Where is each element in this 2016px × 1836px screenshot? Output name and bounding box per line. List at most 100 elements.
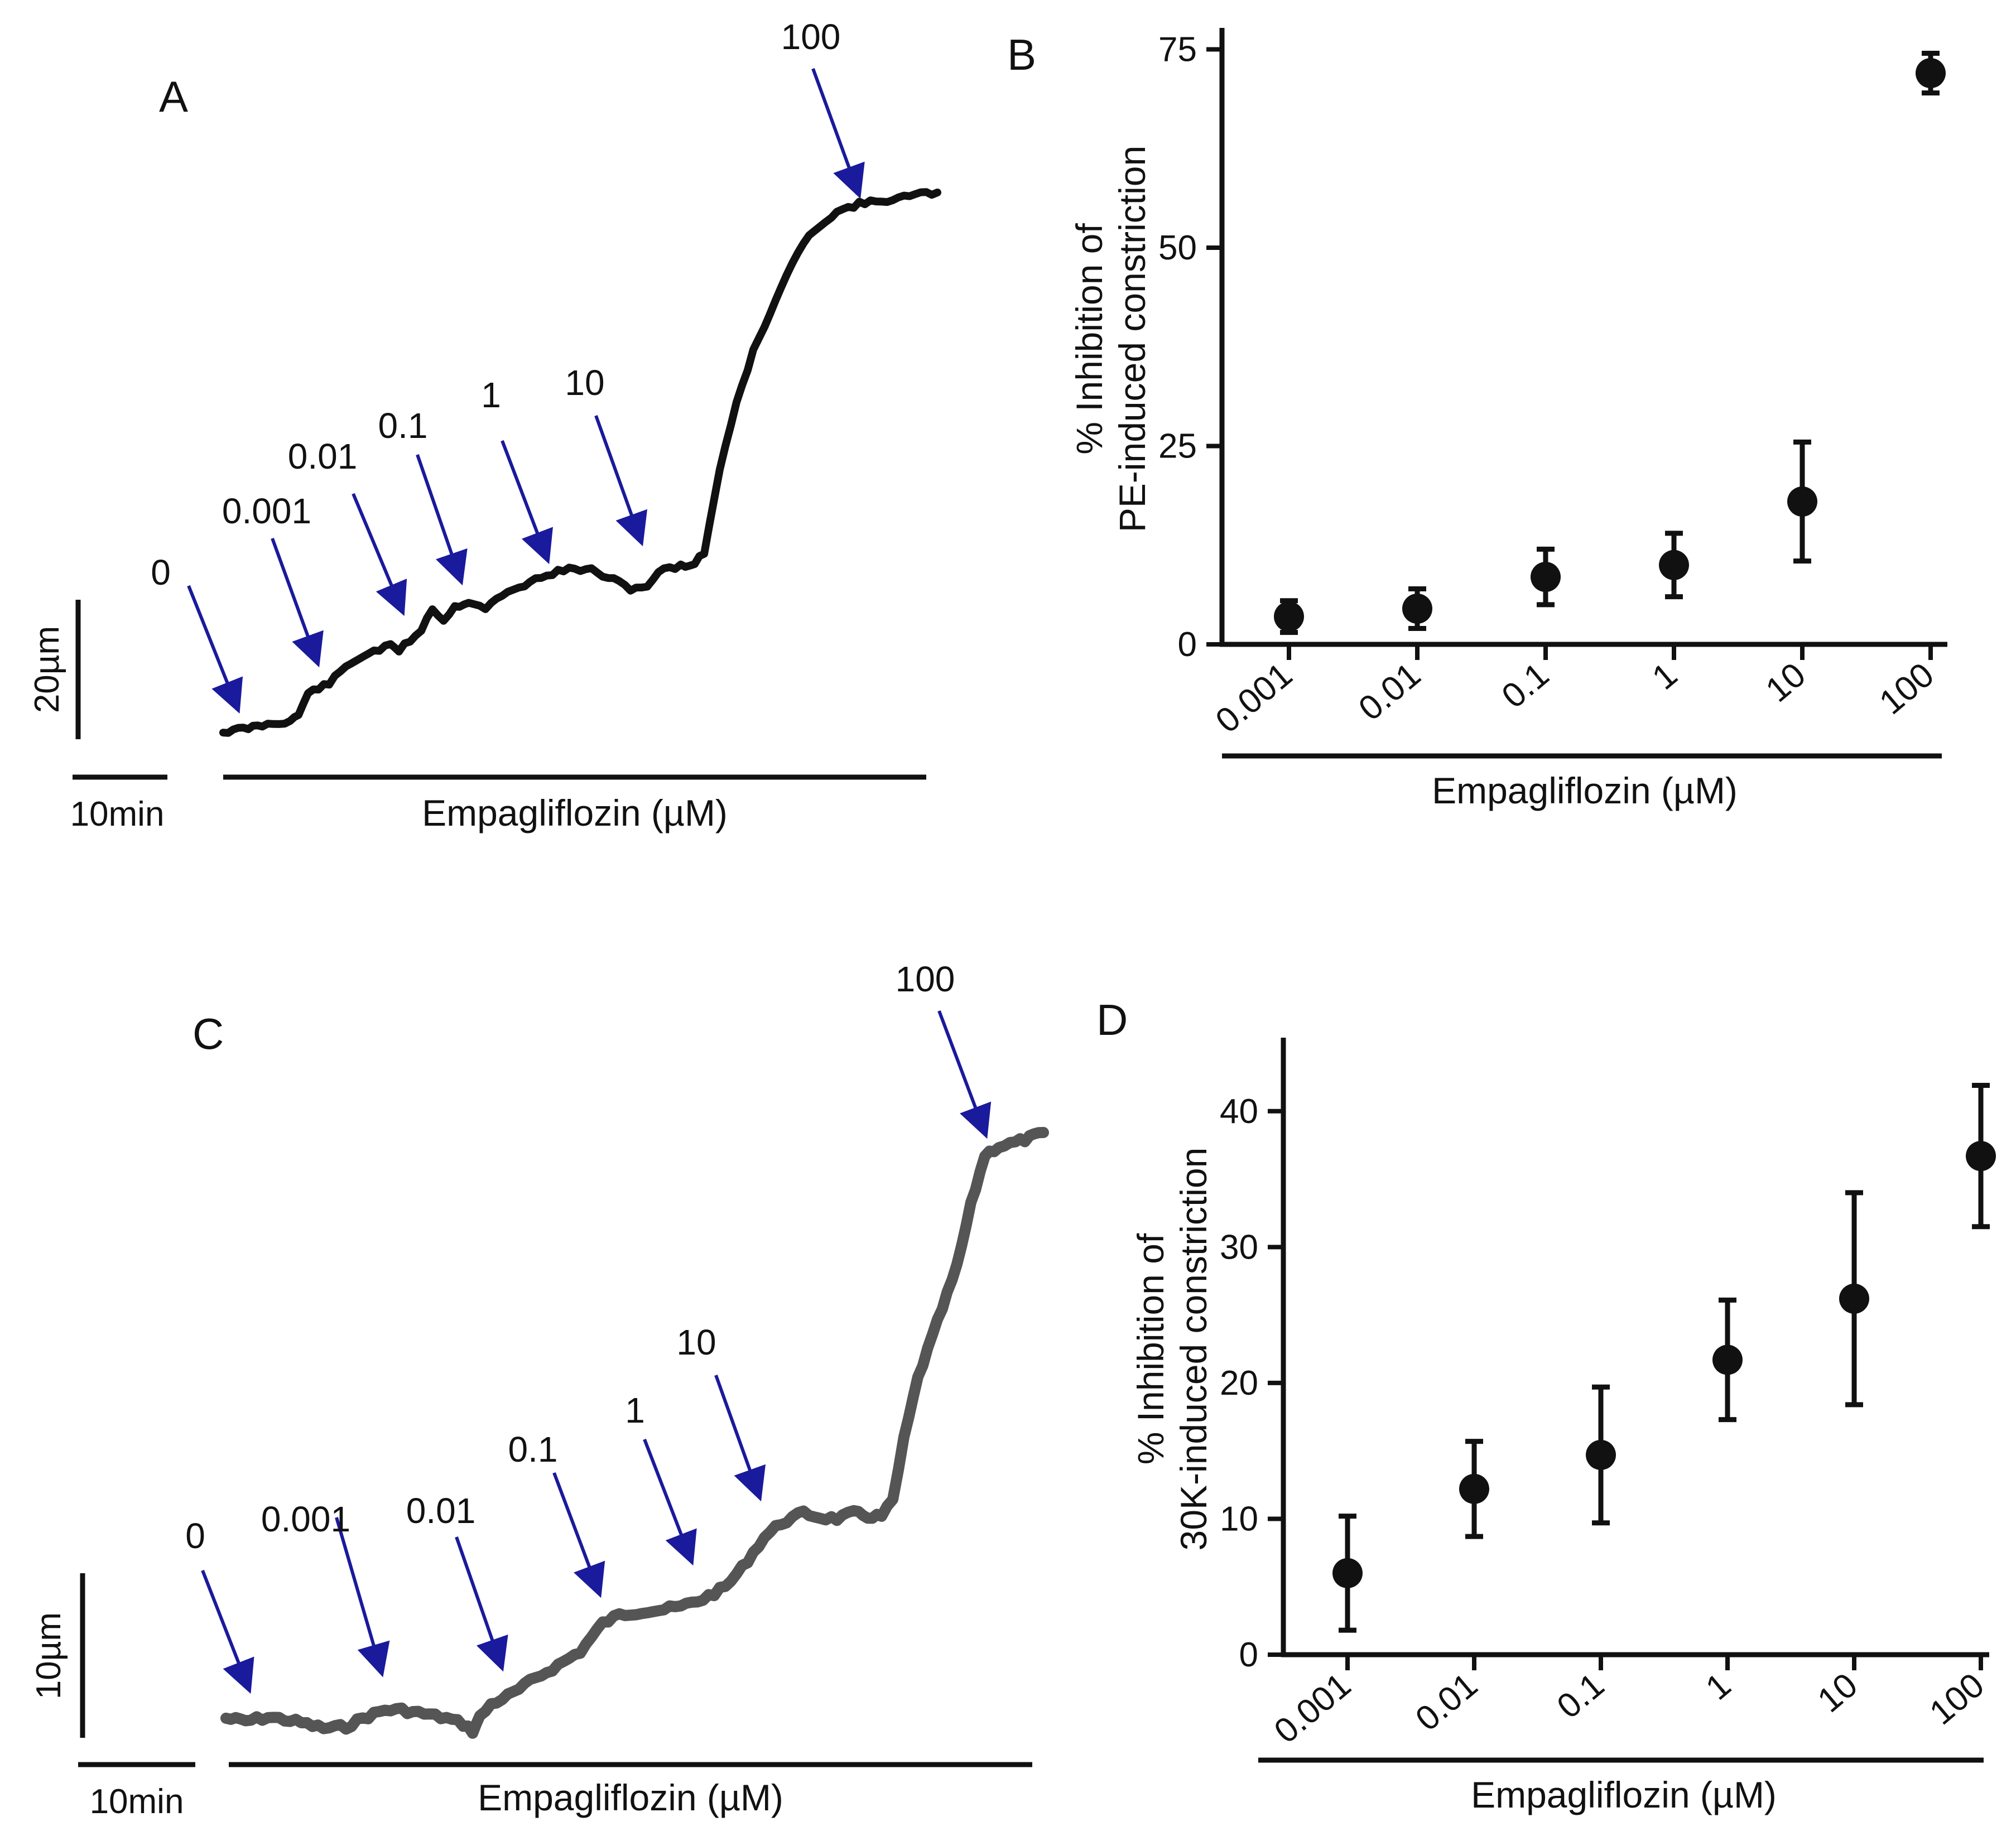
a-arrow-line-1 — [271, 537, 324, 668]
a-conc-label-3: 0.1 — [378, 406, 428, 446]
c-arrow-line-6 — [937, 1010, 992, 1139]
b-data-point — [1659, 550, 1689, 580]
panel-a-label: A — [159, 72, 188, 121]
d-y-tick-label: 30 — [1220, 1228, 1258, 1266]
d-data-point — [1839, 1283, 1869, 1314]
d-x-tick-label: 100 — [1922, 1666, 1991, 1732]
b-data-point — [1531, 562, 1561, 592]
a-arrow-line-5 — [594, 415, 648, 547]
a-conc-label-1: 0.001 — [222, 491, 311, 531]
a-arrow-2: 0.01 — [288, 436, 407, 616]
c-conc-label-5: 10 — [676, 1322, 716, 1362]
c-conc-label-2: 0.01 — [406, 1491, 476, 1531]
d-x-tick-label: 0.01 — [1408, 1666, 1485, 1738]
arrows-a: 0 0.001 0.01 0.1 1 10 100 — [151, 17, 865, 714]
d-y-tick-label: 40 — [1220, 1092, 1258, 1131]
b-data-point — [1787, 486, 1817, 517]
d-data-point — [1966, 1141, 1996, 1172]
a-arrow-4: 1 — [481, 375, 553, 565]
a-conc-label-2: 0.01 — [288, 436, 358, 476]
a-conc-label-6: 100 — [781, 17, 841, 57]
b-y-tick-label: 25 — [1158, 427, 1197, 465]
a-conc-label-0: 0 — [151, 552, 171, 592]
b-x-tick-label: 10 — [1759, 656, 1813, 710]
c-arrow-4: 1 — [625, 1390, 697, 1566]
panel-c-label: C — [193, 1009, 224, 1058]
c-arrow-6: 100 — [896, 959, 992, 1139]
d-x-tick-label: 0.1 — [1550, 1666, 1611, 1726]
a-arrow-line-4 — [501, 440, 553, 565]
d-y-tick-label: 10 — [1220, 1500, 1258, 1538]
d-data-point — [1586, 1439, 1616, 1470]
c-conc-label-0: 0 — [185, 1516, 205, 1556]
a-arrow-line-3 — [416, 454, 468, 586]
d-x-tick-label: 10 — [1811, 1666, 1865, 1720]
c-arrow-line-5 — [714, 1374, 766, 1502]
a-arrow-0: 0 — [151, 552, 243, 714]
c-arrow-line-0 — [201, 1569, 254, 1694]
c-conc-label-1: 0.001 — [261, 1499, 350, 1539]
c-arrow-3: 0.1 — [508, 1429, 605, 1598]
b-data-point — [1402, 594, 1432, 624]
b-x-tick-label: 0.1 — [1495, 656, 1556, 716]
a-arrow-3: 0.1 — [378, 406, 468, 586]
b-data-point — [1916, 58, 1946, 89]
d-y-axis-title-line2: 30K-induced constriction — [1173, 1148, 1214, 1551]
d-x-tick-label: 0.001 — [1267, 1666, 1358, 1751]
b-y-axis-title-line2: PE-induced constriction — [1112, 146, 1153, 532]
panel-d: D 0 10 20 30 40 0.001 0.01 0.1 1 10 100 Empaglifloz… — [1096, 995, 1996, 1815]
c-arrow-line-2 — [455, 1536, 508, 1672]
c-conc-label-6: 100 — [896, 959, 955, 999]
b-y-tick-label: 50 — [1158, 229, 1197, 267]
b-x-tick-label: 0.001 — [1209, 656, 1300, 741]
b-x-tick-label: 1 — [1645, 656, 1685, 697]
c-arrow-line-3 — [552, 1472, 605, 1598]
d-data-point — [1459, 1473, 1489, 1504]
d-y-axis-title-line1: % Inhibition of — [1130, 1233, 1171, 1464]
a-conc-label-5: 10 — [565, 363, 604, 403]
a-arrow-1: 0.001 — [222, 491, 324, 668]
b-y-axis-title-line1: % Inhibition of — [1069, 223, 1110, 455]
a-conc-label-4: 1 — [481, 375, 501, 415]
c-conc-label-3: 0.1 — [508, 1429, 558, 1469]
d-data-point — [1712, 1345, 1743, 1375]
panel-b: B 0 25 50 75 0.001 0.01 0.1 1 10 100 Empagliflozin… — [1007, 28, 1947, 811]
panel-d-label: D — [1096, 995, 1128, 1044]
c-arrow-1: 0.001 — [261, 1499, 390, 1678]
panel-c: C 0 0.001 0.01 0.1 1 10 100 10µm 10min Empagli… — [30, 959, 1049, 1821]
c-conc-label-4: 1 — [625, 1390, 645, 1430]
scale-y-label-c: 10µm — [30, 1612, 68, 1699]
b-x-axis-title: Empagliflozin (µM) — [1432, 770, 1738, 811]
c-arrow-2: 0.01 — [406, 1491, 508, 1672]
b-data-point — [1274, 601, 1304, 632]
d-data-point — [1332, 1558, 1363, 1588]
a-arrow-line-6 — [811, 68, 865, 199]
b-y-tick-label: 75 — [1158, 30, 1197, 69]
b-x-tick-label: 100 — [1872, 656, 1941, 722]
d-x-axis-title: Empagliflozin (µM) — [1471, 1774, 1777, 1815]
b-x-tick-label: 0.01 — [1351, 656, 1428, 728]
trace-a-line — [219, 188, 941, 737]
a-arrow-6: 100 — [781, 17, 865, 199]
d-y-tick-label: 0 — [1239, 1636, 1258, 1674]
trace-c-line — [220, 1127, 1049, 1739]
scale-x-label-c: 10min — [90, 1782, 184, 1821]
arrows-c: 0 0.001 0.01 0.1 1 10 100 — [185, 959, 992, 1694]
empagliflozin-label-a: Empagliflozin (µM) — [422, 792, 728, 833]
c-arrow-0: 0 — [185, 1516, 254, 1694]
d-y-tick-label: 20 — [1220, 1364, 1258, 1403]
c-arrow-5: 10 — [676, 1322, 766, 1502]
scale-y-label-a: 20µm — [28, 626, 66, 713]
d-x-tick-label: 1 — [1699, 1666, 1738, 1708]
empagliflozin-label-c: Empagliflozin (µM) — [478, 1777, 783, 1818]
a-arrow-5: 10 — [565, 363, 648, 547]
a-arrow-line-2 — [352, 493, 407, 616]
b-y-tick-label: 0 — [1178, 625, 1197, 664]
panel-a: A 0 0.001 0.01 0.1 1 10 100 20µm 10min Empagli… — [28, 17, 941, 833]
a-arrow-line-0 — [187, 585, 243, 714]
scale-x-label-a: 10min — [70, 795, 165, 833]
c-arrow-line-1 — [335, 1517, 390, 1678]
c-arrow-line-4 — [643, 1438, 697, 1566]
panel-b-label: B — [1007, 30, 1036, 79]
